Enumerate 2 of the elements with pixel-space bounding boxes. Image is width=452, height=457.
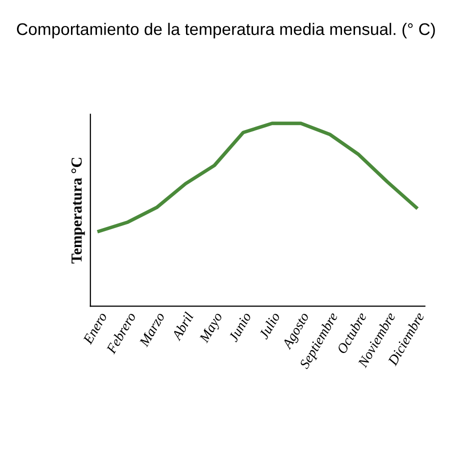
chart-title: Comportamiento de la temperatura media mensual. (° C) — [16, 22, 435, 38]
y-axis-title: Temperatura °C — [71, 158, 85, 264]
